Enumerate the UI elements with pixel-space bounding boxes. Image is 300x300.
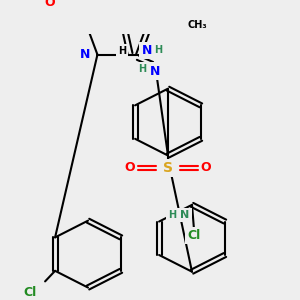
Text: N: N [141, 44, 152, 57]
Text: Cl: Cl [23, 286, 37, 299]
Text: CH₃: CH₃ [187, 20, 207, 30]
Text: Cl: Cl [188, 229, 201, 242]
Text: H: H [168, 210, 176, 220]
Text: H: H [118, 46, 126, 56]
Text: H: H [154, 45, 163, 55]
Text: N: N [150, 64, 160, 77]
Text: N: N [80, 48, 91, 61]
Text: S: S [163, 161, 173, 175]
Text: O: O [125, 161, 135, 174]
Text: O: O [44, 0, 55, 9]
Text: O: O [201, 161, 211, 174]
Text: N: N [180, 210, 190, 220]
Text: H: H [138, 64, 146, 74]
